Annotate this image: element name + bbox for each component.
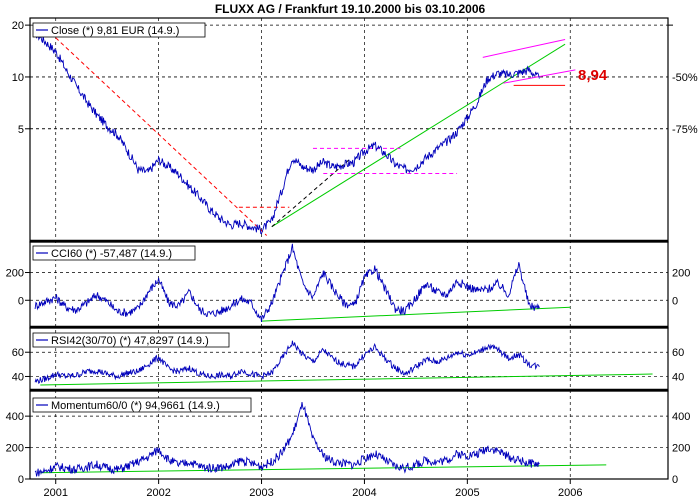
y-tick-label: 200 (6, 268, 24, 280)
momentum-series-line (34, 402, 540, 477)
indicator-trendline (40, 373, 653, 386)
y-tick-label: 0 (18, 295, 24, 307)
trendline-uptrend (271, 43, 566, 228)
y-tick-label-right: 400 (672, 411, 690, 423)
series (34, 29, 540, 477)
y-tick-label-right: 40 (672, 371, 684, 383)
rsi-legend-label: RSI42(30/70) (*) 47,8297 (14.9.) (51, 335, 209, 347)
trendline-channel-top (482, 39, 566, 58)
price-annotation: 8,94 (578, 67, 608, 84)
legend-box (32, 397, 252, 413)
cci-series-line (34, 243, 540, 323)
y-tick-label: 60 (12, 347, 24, 359)
y-tick-label: 40 (12, 371, 24, 383)
pct-tick-label: -50% (672, 72, 698, 84)
trendlines (40, 32, 653, 474)
indicator-trendline (261, 306, 571, 322)
momentum-legend: Momentum60/0 (*) 94,9661 (14.9.) (32, 397, 252, 413)
price-panel (29, 17, 669, 243)
trendline-channel-bottom (503, 69, 576, 84)
grid (30, 18, 668, 480)
x-tick-label: 2002 (146, 487, 170, 499)
x-tick-label: 2004 (352, 487, 376, 499)
x-tick-label: 2001 (43, 487, 67, 499)
legend-box (32, 22, 206, 38)
rsi-series-line (34, 340, 540, 385)
trendline-downtrend (50, 32, 268, 236)
y-tick-label: 0 (18, 474, 24, 486)
y-tick-label-right: 60 (672, 347, 684, 359)
y-tick-label-right: 200 (672, 443, 690, 455)
rsi-legend: RSI42(30/70) (*) 47,8297 (14.9.) (32, 332, 230, 348)
y-tick-label-right: 0 (672, 474, 678, 486)
price-legend-label: Close (*) 9,81 EUR (14.9.) (51, 25, 179, 37)
legend-box (32, 245, 196, 261)
y-tick-label: 200 (6, 443, 24, 455)
x-tick-label: 2003 (249, 487, 273, 499)
y-tick-label: 400 (6, 411, 24, 423)
legend-box (32, 332, 230, 348)
indicator-trendline (40, 464, 607, 474)
y-tick-label: 10 (12, 72, 24, 84)
cci-legend-label: CCI60 (*) -57,487 (14.9.) (51, 248, 172, 260)
momentum-legend-label: Momentum60/0 (*) 94,9661 (14.9.) (51, 400, 220, 412)
cci-legend: CCI60 (*) -57,487 (14.9.) (32, 245, 196, 261)
x-tick-label: 2006 (558, 487, 582, 499)
chart-title: FLUXX AG / Frankfurt 19.10.2000 bis 03.1… (215, 2, 486, 16)
y-tick-label: 5 (18, 124, 24, 136)
price-legend: Close (*) 9,81 EUR (14.9.) (32, 22, 206, 38)
pct-tick-label: -75% (672, 124, 698, 136)
y-tick-label-right: 0 (672, 295, 678, 307)
x-tick-label: 2005 (455, 487, 479, 499)
trendline-breakout (271, 159, 350, 228)
y-tick-label-right: 200 (672, 268, 690, 280)
y-tick-label: 20 (12, 20, 24, 32)
price-series-line (34, 29, 540, 235)
